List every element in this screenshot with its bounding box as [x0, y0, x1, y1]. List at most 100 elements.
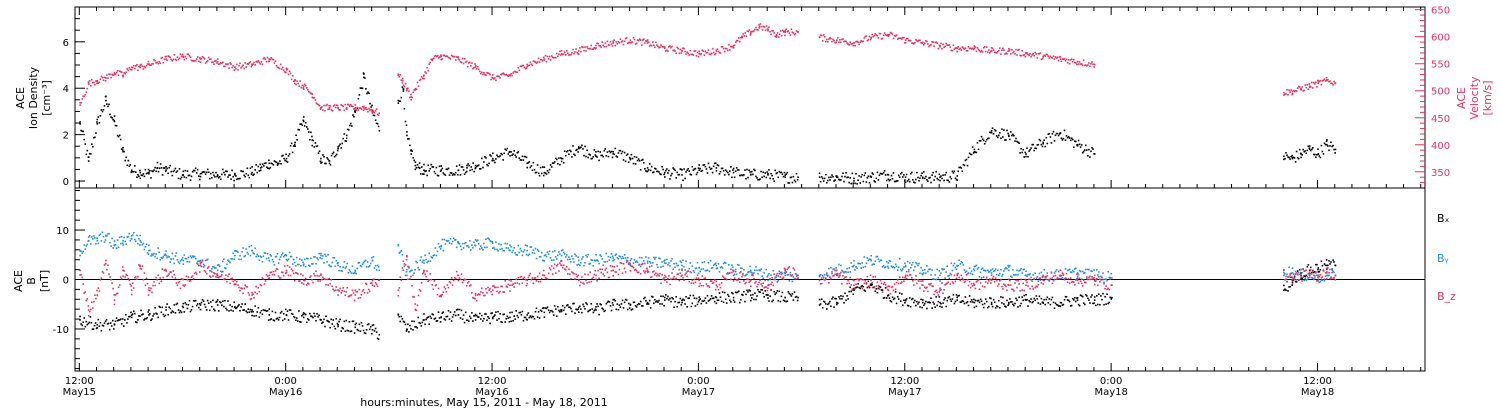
velocity-point [924, 42, 926, 45]
bx-point [325, 315, 327, 318]
density-point [700, 170, 703, 172]
bx-point [480, 318, 482, 320]
bx-point [200, 301, 203, 304]
by-point [672, 268, 674, 271]
velocity-point [285, 69, 288, 71]
by-point [90, 243, 92, 245]
velocity-point [437, 55, 439, 57]
bx-point [853, 289, 855, 291]
bx-point [121, 318, 124, 320]
density-point [893, 180, 896, 183]
density-point [1005, 139, 1007, 141]
velocity-point [680, 52, 683, 54]
density-point [696, 171, 699, 174]
velocity-point [533, 60, 536, 63]
bx-point [1289, 285, 1291, 288]
density-point [213, 174, 215, 177]
bx-point [495, 311, 497, 313]
velocity-point [117, 74, 120, 77]
velocity-point [757, 29, 759, 31]
density-point [83, 138, 85, 141]
by-point [934, 274, 936, 276]
bz-point [138, 264, 140, 266]
by-point [163, 254, 166, 256]
by-point [964, 271, 967, 274]
bx-point [515, 310, 517, 312]
by-point [276, 253, 279, 255]
velocity-point [183, 58, 186, 61]
bx-point [540, 310, 543, 313]
bx-point [368, 328, 371, 331]
bz-point [83, 292, 85, 294]
bx-point [968, 295, 971, 297]
velocity-point [568, 54, 570, 56]
x-tick-label-time: 0:00 [687, 376, 709, 387]
bx-point [195, 304, 198, 307]
density-point [440, 169, 442, 171]
by-point [559, 253, 561, 255]
bx-point [244, 303, 246, 305]
velocity-point [367, 110, 369, 113]
by-point [741, 267, 743, 269]
density-point [1311, 148, 1313, 151]
velocity-point [313, 96, 316, 99]
density-point [270, 162, 273, 165]
density-point [345, 134, 348, 137]
density-point [836, 175, 838, 177]
velocity-point [300, 86, 303, 89]
by-point [950, 262, 953, 265]
velocity-point [562, 53, 565, 55]
by-point [567, 258, 569, 261]
density-point [233, 179, 235, 182]
by-point [1093, 274, 1096, 277]
density-point [909, 172, 912, 175]
velocity-point [277, 67, 280, 69]
density-point [106, 103, 108, 105]
density-point [911, 171, 913, 174]
density-point [924, 177, 926, 180]
density-point [762, 171, 764, 174]
bx-point [952, 294, 955, 296]
by-point [557, 254, 559, 257]
density-point [1075, 140, 1077, 143]
bx-point [834, 297, 836, 300]
by-point [460, 248, 463, 251]
velocity-point [527, 64, 530, 67]
density-point [723, 174, 726, 176]
density-point [223, 171, 225, 174]
density-point [669, 178, 671, 180]
bx-point [1008, 301, 1010, 304]
by-point [686, 270, 688, 273]
by-point [378, 269, 381, 272]
velocity-point [126, 68, 128, 70]
bx-point [79, 319, 81, 321]
by-point [139, 244, 141, 246]
velocity-point [1048, 57, 1051, 59]
velocity-point [145, 64, 148, 67]
bx-point [85, 320, 88, 323]
bx-point [1108, 301, 1110, 304]
bx-point [430, 317, 433, 319]
by-point [967, 272, 970, 274]
bx-point [123, 325, 125, 327]
density-point [477, 164, 480, 166]
density-point [1007, 132, 1009, 135]
bx-point [981, 303, 984, 306]
bz-point [224, 277, 226, 280]
density-point [414, 168, 417, 171]
by-point [142, 242, 145, 245]
bz-point [161, 268, 164, 270]
bx-point [320, 319, 322, 321]
bx-point [457, 308, 459, 311]
bx-point [100, 329, 103, 332]
bx-point [223, 305, 225, 308]
by-point [368, 265, 371, 267]
density-point [229, 174, 231, 176]
by-point [159, 259, 161, 261]
velocity-point [771, 30, 773, 32]
velocity-point [1080, 63, 1083, 65]
velocity-point [161, 56, 164, 59]
bx-point [601, 307, 603, 310]
bx-point [1013, 304, 1015, 307]
by-point [972, 268, 975, 270]
